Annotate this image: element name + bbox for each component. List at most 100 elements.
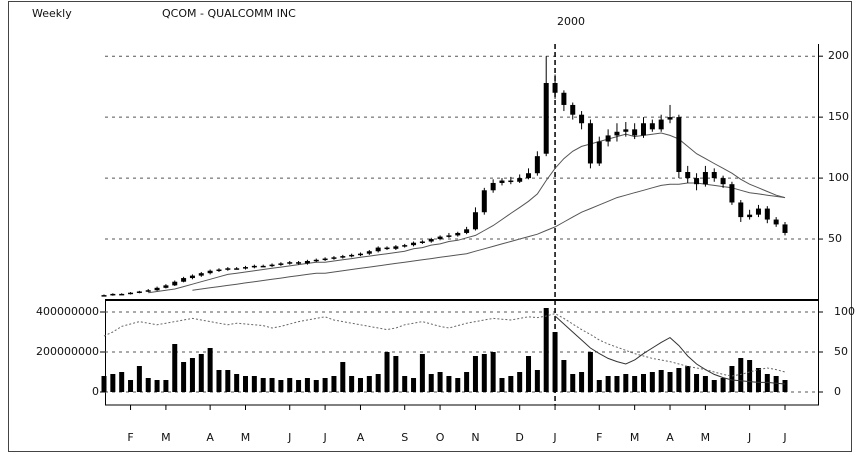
candle-body <box>428 239 434 242</box>
candle-body <box>587 123 593 164</box>
volume-bar <box>287 378 293 392</box>
y-tick-label: 100 <box>828 171 849 184</box>
volume-bar <box>579 372 585 392</box>
volume-bar <box>243 376 249 392</box>
volume-bar <box>384 352 390 392</box>
candle-body <box>419 241 425 243</box>
candle-body <box>225 268 231 270</box>
candle-body <box>658 119 664 130</box>
candle-body <box>455 232 461 236</box>
volume-bar <box>614 376 620 392</box>
candle-body <box>393 246 399 249</box>
y2-tick-label: 100 <box>834 305 855 318</box>
candle-body <box>623 129 629 132</box>
volume-bar <box>552 332 558 392</box>
candle-body <box>464 229 470 233</box>
y2-tick-label: 0 <box>834 385 841 398</box>
volume-bar <box>667 372 673 392</box>
candle-body <box>234 268 240 270</box>
candle-body <box>313 259 319 262</box>
volume-bar <box>490 352 496 392</box>
volume-bar <box>755 368 761 392</box>
volume-bar <box>729 366 735 392</box>
candle-body <box>596 141 602 164</box>
volume-bar <box>596 380 602 392</box>
volume-bar <box>587 352 593 392</box>
volume-bar <box>119 372 125 392</box>
volume-bar <box>402 376 408 392</box>
candle-body <box>499 180 505 183</box>
candle-body <box>614 131 620 136</box>
volume-bar <box>234 374 240 392</box>
candle-body <box>251 265 257 268</box>
candle-body <box>561 92 567 105</box>
x-tick-label: F <box>596 431 602 444</box>
candle-body <box>773 219 779 225</box>
candle-body <box>260 265 266 268</box>
volume-bar <box>419 354 425 392</box>
volume-bar <box>649 372 655 392</box>
chart-title: QCOM - QUALCOMM INC <box>162 7 296 20</box>
candle-body <box>632 129 638 136</box>
candle-body <box>375 247 381 252</box>
candle-body <box>446 235 452 237</box>
volume-bar <box>428 374 434 392</box>
volume-bar <box>375 374 381 392</box>
candle-body <box>711 172 717 179</box>
candle-body <box>384 247 390 250</box>
volume-bar <box>764 374 770 392</box>
chart-subtitle: Weekly <box>32 7 72 20</box>
candle-body <box>534 156 540 174</box>
candle-body <box>349 254 355 257</box>
volume-bar <box>676 368 682 392</box>
candle-body <box>411 242 417 246</box>
y-tick-label: 400000000 <box>36 305 99 318</box>
candle-body <box>402 245 408 247</box>
candle-body <box>172 281 178 286</box>
y-tick-label: 200000000 <box>36 345 99 358</box>
candle-body <box>269 264 275 267</box>
oscillator-line <box>554 315 786 385</box>
candle-body <box>481 190 487 213</box>
x-tick-label: M <box>701 431 711 444</box>
x-tick-label: S <box>401 431 408 444</box>
candle-body <box>119 293 125 296</box>
x-tick-label: J <box>552 431 556 444</box>
y2-tick-label: 50 <box>834 345 848 358</box>
candle-body <box>322 258 328 261</box>
volume-bar <box>605 376 611 392</box>
candle-body <box>163 285 169 288</box>
volume-bar <box>331 376 337 392</box>
candle-body <box>640 123 646 136</box>
y-tick-label: 50 <box>828 232 842 245</box>
volume-bar <box>499 378 505 392</box>
candle-body <box>216 269 222 272</box>
volume-bar <box>366 376 372 392</box>
candle-body <box>579 114 585 124</box>
volume-bar <box>773 376 779 392</box>
volume-bar <box>747 360 753 392</box>
candle-body <box>189 275 195 279</box>
volume-bar <box>269 378 275 392</box>
x-tick-label: M <box>161 431 171 444</box>
volume-bar <box>101 376 107 392</box>
volume-bar <box>304 378 310 392</box>
volume-bar <box>632 376 638 392</box>
candle-body <box>101 295 107 297</box>
volume-bar <box>207 348 213 392</box>
volume-bar <box>720 378 726 392</box>
candle-body <box>145 290 151 292</box>
candle-body <box>649 123 655 130</box>
x-tick-label: M <box>630 431 640 444</box>
candle-body <box>667 117 673 120</box>
candle-body <box>676 117 682 172</box>
volume-bar <box>455 378 461 392</box>
volume-bar <box>694 374 700 392</box>
candle-body <box>110 293 116 296</box>
volume-bar <box>623 374 629 392</box>
candle-body <box>747 214 753 218</box>
volume-bar <box>278 380 284 392</box>
x-tick-label: A <box>357 431 365 444</box>
volume-bar <box>543 308 549 392</box>
candle-body <box>508 180 514 183</box>
